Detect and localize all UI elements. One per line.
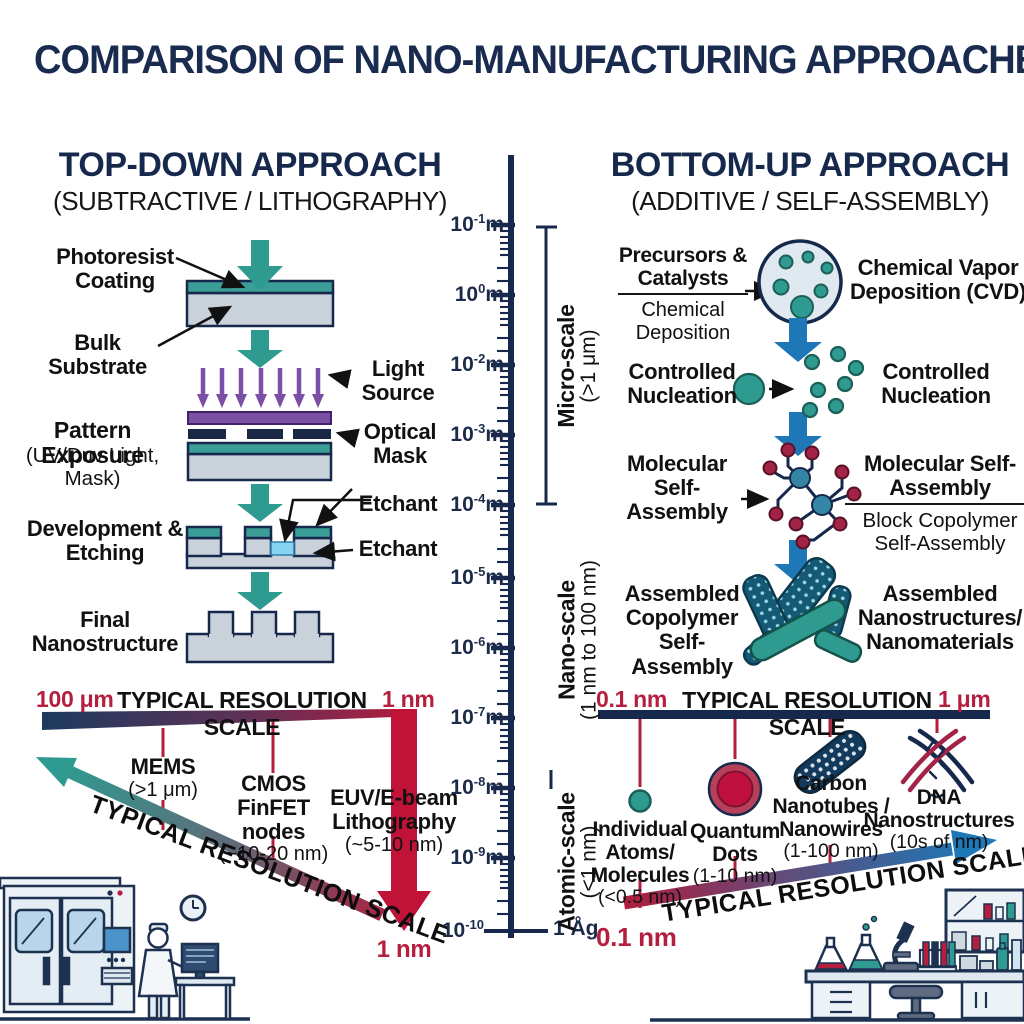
development-etching-label: Development & Etching xyxy=(26,516,184,565)
ruler-tick: 10-8m xyxy=(450,774,504,799)
photoresist-label: Photoresist Coating xyxy=(56,244,174,293)
bulk-substrate-label: Bulk Substrate xyxy=(48,330,147,379)
dna-item: DNA Nanostructures (10s of nm) xyxy=(858,786,1020,854)
precursors-label: Precursors & Catalysts xyxy=(618,244,748,296)
controlled-nucleation-right-label: Controlled Nucleation xyxy=(881,359,991,409)
molecular-self-assembly-right-label: Molecular Self-Assembly xyxy=(845,451,1024,506)
ruler-tick: 10-3m xyxy=(450,421,504,446)
assembled-nanostructures-label: Assembled Nanostructures/ Nanomaterials xyxy=(857,581,1023,655)
nano-scale-zone: Nano-scale (1 nm to 100 nm) xyxy=(553,560,601,720)
controlled-nucleation-left-label: Controlled Nucleation xyxy=(627,359,737,409)
etch-diagram xyxy=(185,525,335,570)
nanorod-cluster-icon xyxy=(742,557,863,666)
right-scale-end: 1 μm xyxy=(938,686,991,712)
atom-dot-icon xyxy=(628,789,652,813)
quantum-dots-name: Quantum Dots xyxy=(689,820,781,867)
right-scale-arrow-start: 0.1 nm xyxy=(596,922,677,952)
carbon-nanotube-icon xyxy=(793,729,867,795)
final-nanostructure-label: Final Nanostructure xyxy=(31,607,179,656)
atoms-item: Individual Atoms/ Molecules (<0.5 nm) xyxy=(586,818,694,909)
mems-item: MEMS (>1 μm) xyxy=(113,755,213,801)
quantum-dots-item: Quantum Dots (1-10 nm) xyxy=(680,820,790,888)
nanotubes-name: Carbon Nanotubes / Nanowires xyxy=(772,772,890,842)
left-resolution-bar xyxy=(42,709,431,931)
top-down-heading: TOP-DOWN APPROACH xyxy=(58,146,442,184)
optical-mask-label: Optical Mask xyxy=(363,419,437,468)
ruler-tick: 10-4m xyxy=(450,491,504,516)
assembled-copolymer-label: Assembled Copolymer Self-Assembly xyxy=(624,581,740,679)
exposure-diagram xyxy=(186,411,333,482)
etchant-top-label: Etchant xyxy=(358,491,438,516)
lab-bench-illustration xyxy=(650,888,1024,1022)
nucleation-icon xyxy=(732,345,865,419)
right-scale-start: 0.1 nm xyxy=(596,686,668,712)
cmos-size: (~10-20 nm) xyxy=(218,843,329,866)
atoms-size: (<0.5 nm) xyxy=(598,886,682,909)
ruler-tick: 10-2m xyxy=(450,351,504,376)
nanotubes-item: Carbon Nanotubes / Nanowires (1-100 nm) xyxy=(760,772,902,863)
micro-scale-zone: Micro-scale (>1 μm) xyxy=(552,304,601,428)
left-scale-arrow-end: 1 nm xyxy=(376,936,432,963)
bottom-up-subheading: (ADDITIVE / SELF-ASSEMBLY) xyxy=(631,186,989,216)
cmos-name: CMOS FinFET nodes xyxy=(237,771,310,844)
left-scale-title: TYPICAL RESOLUTION SCALE xyxy=(117,687,367,740)
euv-item: EUV/E-beam Lithography (~5-10 nm) xyxy=(330,786,458,856)
mems-size: (>1 μm) xyxy=(128,778,198,801)
ruler-tick: 10-6m xyxy=(450,634,504,659)
annotation-arrows xyxy=(157,256,795,562)
page-title: COMPARISON OF NANO-MANUFACTURING APPROAC… xyxy=(34,38,1024,82)
right-scale-title: TYPICAL RESOLUTION SCALE xyxy=(682,687,932,740)
ruler-tick: 100m xyxy=(454,281,504,306)
down-arrow-icon xyxy=(237,240,283,610)
dna-icon xyxy=(900,728,975,799)
pattern-exposure-sub: (UV/Duv Light, Mask) xyxy=(25,444,160,490)
etchant-bottom-label: Etchant xyxy=(358,536,438,561)
ruler-tick: 10-5m xyxy=(450,564,504,589)
quantum-dots-size: (1-10 nm) xyxy=(692,865,778,888)
left-scale-start: 100 μm xyxy=(36,686,114,712)
final-nanostructure-diagram xyxy=(185,610,335,664)
molecular-self-assembly-left-label: Molecular Self- Assembly xyxy=(626,451,728,525)
pattern-exposure-label: Pattern Exposure xyxy=(41,417,144,468)
left-resolution-arrow xyxy=(36,757,385,921)
ruler-tick: 10-1m xyxy=(450,211,504,236)
light-rays-icon xyxy=(197,368,324,408)
ruler-tick: 10-10 xyxy=(441,917,484,942)
bottom-up-heading: BOTTOM-UP APPROACH xyxy=(610,146,1010,184)
precursors-label-block: Precursors & Catalysts Chemical Depositi… xyxy=(618,244,748,344)
chemical-deposition-label: Chemical Deposition xyxy=(635,299,731,344)
euv-size: (~5-10 nm) xyxy=(344,833,444,856)
top-down-subheading: (SUBTRACTIVE / LITHOGRAPHY) xyxy=(53,186,447,216)
molecular-network-icon xyxy=(762,442,862,550)
left-scale-end: 1 nm xyxy=(382,686,435,712)
mems-name: MEMS xyxy=(130,754,196,779)
ruler-tick: 10-7m xyxy=(450,704,504,729)
dna-size: (10s of nm) xyxy=(889,831,989,854)
ruler-tick: 10-9m xyxy=(450,844,504,869)
quantum-dot-icon xyxy=(707,761,763,817)
dna-name: DNA Nanostructures xyxy=(863,786,1015,833)
nanotubes-size: (1-100 nm) xyxy=(783,840,879,863)
micro-scale-bracket xyxy=(536,225,557,789)
cleanroom-illustration xyxy=(0,876,250,1021)
scale-ruler xyxy=(484,155,548,938)
cvd-label: Chemical Vapor Deposition (CVD) xyxy=(849,255,1024,305)
light-source-label: Light Source xyxy=(361,356,435,405)
molecular-self-assembly-right-block: Molecular Self-Assembly Block Copolymer … xyxy=(845,451,1024,556)
euv-name: EUV/E-beam Lithography xyxy=(330,785,458,834)
cmos-item: CMOS FinFET nodes (~10-20 nm) xyxy=(206,772,341,866)
ruler-bottom-label: 1 Åg xyxy=(553,917,599,940)
cvd-precursors-icon xyxy=(757,239,843,325)
atoms-name: Individual Atoms/ Molecules xyxy=(590,818,690,888)
right-resolution-arrow xyxy=(622,830,997,910)
block-copolymer-label: Block Copolymer Self-Assembly xyxy=(862,509,1018,556)
